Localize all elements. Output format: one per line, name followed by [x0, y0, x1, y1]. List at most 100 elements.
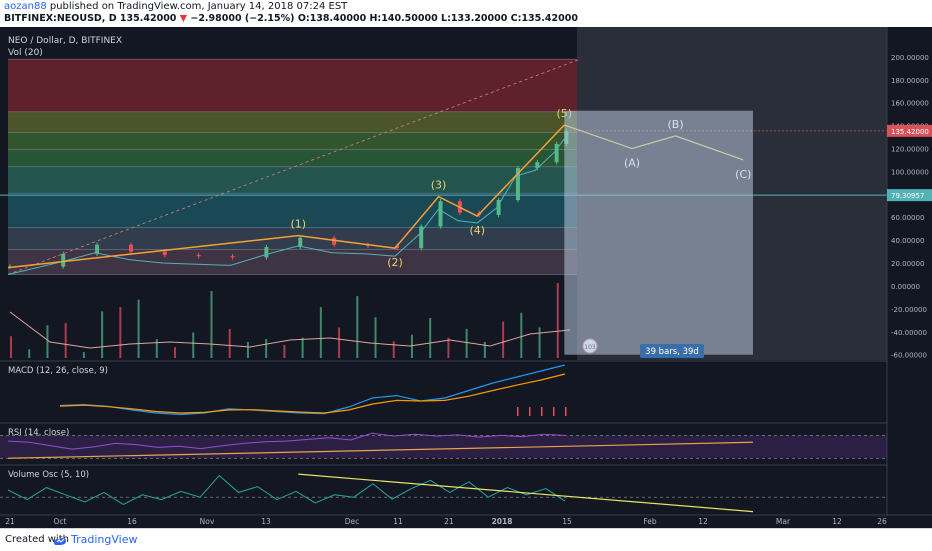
time-tick-label: 21: [444, 517, 454, 526]
price-tick-label: 20.00000: [891, 260, 924, 268]
wave-label: (1): [290, 218, 306, 231]
price-tick-label: 200.00000: [891, 54, 929, 62]
volume-bar: [301, 337, 304, 358]
volume-bar: [10, 336, 12, 358]
projection-box: 39 bars, 39d: [564, 110, 753, 358]
candle-body: [554, 143, 559, 163]
volume-bar: [192, 332, 195, 358]
fib-zone: [8, 227, 577, 250]
volume-bar: [46, 325, 49, 358]
wave-label: (4): [469, 224, 485, 237]
volume-bar: [556, 283, 559, 358]
volume-bar: [447, 337, 450, 358]
time-tick-label: 13: [261, 517, 271, 526]
volume-bar: [520, 312, 523, 358]
price-tick-label: 100.00000: [891, 168, 929, 176]
candle-body: [438, 201, 443, 227]
volume-bar: [392, 341, 395, 358]
time-axis: 21 Oct 16 Nov 13 Dec 11 21 2018 15 Feb 12 Mar 12 26: [0, 514, 932, 526]
macd-histogram-bar: [517, 407, 519, 416]
time-tick-label: Dec: [345, 517, 360, 526]
fib-zone: [8, 166, 577, 194]
bars-label-box: [640, 344, 704, 358]
volume-bar: [538, 327, 541, 358]
fib-zones: [7, 58, 581, 275]
volume-bar: [246, 341, 249, 358]
price-tick-label: 120.00000: [891, 146, 929, 154]
last-price-tag: [887, 124, 932, 137]
elliott-wave-line: [7, 124, 565, 269]
time-tick-label: 26: [877, 517, 887, 526]
volume-bar: [228, 328, 231, 358]
time-tick-label: 11: [393, 517, 403, 526]
price-change: −2.98000 (−2.15%): [190, 13, 295, 24]
price-tick-label: -20.00000: [891, 306, 927, 314]
volume-bar: [155, 339, 158, 358]
price-tick-label: 60.00000: [891, 214, 924, 222]
chart-canvas: 103 (1)(2)(3)(4)(5)(A)(B)(C) 39 bars, 39…: [0, 27, 932, 528]
footer-bar: Created with TradingView: [0, 528, 932, 551]
candle-body: [264, 247, 269, 258]
volume-bar: [174, 347, 177, 358]
price-tick-label: 160.00000: [891, 100, 929, 108]
price-series: [7, 128, 569, 275]
ohlc-values: O:138.40000 H:140.50000 L:133.20000 C:13…: [297, 13, 578, 24]
volume-bar: [210, 291, 213, 358]
candle-body: [162, 251, 167, 256]
moving-average-line: [7, 138, 565, 275]
time-tick-label: Nov: [200, 517, 215, 526]
indicator-label: MACD (12, 26, close, 9): [8, 366, 108, 376]
volume-bar: [374, 317, 377, 358]
rsi-line: [7, 432, 566, 450]
change-arrow-icon: ▼: [179, 13, 188, 24]
time-tick-label: 21: [5, 517, 15, 526]
tradingview-link[interactable]: TradingView: [71, 533, 138, 546]
candle-body: [332, 237, 337, 245]
time-tick-label: 2018: [492, 517, 513, 526]
candle-body: [496, 200, 501, 215]
volume-bar: [410, 334, 413, 358]
fib-zone: [8, 149, 577, 167]
publish-text: published on TradingView.com, January 14…: [49, 1, 348, 12]
symbol-name: BITFINEX:NEOUSD, D: [4, 13, 117, 24]
time-tick-label: 12: [832, 517, 842, 526]
wave-label: (2): [387, 256, 403, 269]
chart-title: NEO / Dollar, D, BITFINEX: [8, 36, 122, 46]
macd-histogram-bar: [529, 407, 531, 416]
candle-body: [298, 237, 303, 248]
candle-body: [395, 245, 399, 249]
symbol-line: BITFINEX:NEOUSD, D 135.42000 ▼ −2.98000 …: [4, 13, 578, 24]
macd-histogram-bar: [565, 407, 567, 416]
created-with-label: Created with: [5, 534, 69, 545]
fib-zone: [8, 249, 577, 275]
volume-bar: [319, 307, 322, 358]
rsi-trendline: [7, 441, 753, 459]
fib-zone: [8, 132, 577, 150]
volume-bar: [465, 328, 468, 358]
tradingview-logo-icon: [54, 537, 66, 545]
volume-osc-line: [7, 474, 566, 505]
last-price: 135.42000: [119, 13, 177, 24]
price-tick-label: 40.00000: [891, 237, 924, 245]
volume-bar: [502, 321, 505, 358]
candle-body: [535, 162, 540, 168]
candle-body: [95, 244, 100, 254]
author-link[interactable]: aozan88: [4, 1, 47, 12]
projection-rect: [564, 110, 753, 355]
time-tick-label: 16: [127, 517, 137, 526]
price-axis-bg: [887, 27, 932, 528]
level-tag: [887, 189, 932, 202]
indicator-label: RSI (14, close): [8, 428, 69, 438]
volume-label: Vol (20): [8, 48, 43, 58]
rsi-band: [0, 435, 887, 459]
indicator-label: Volume Osc (5, 10): [8, 470, 89, 480]
level-tag-label: 79.30957: [891, 192, 924, 200]
volume-bar: [283, 344, 286, 358]
volume-bar: [64, 323, 67, 358]
price-tick-label: -40.00000: [891, 329, 927, 337]
candle-body: [61, 253, 66, 267]
time-tick-label: Feb: [643, 517, 657, 526]
signal-line: [59, 373, 566, 414]
macd-line: [59, 364, 566, 416]
volume-bar: [101, 311, 104, 358]
